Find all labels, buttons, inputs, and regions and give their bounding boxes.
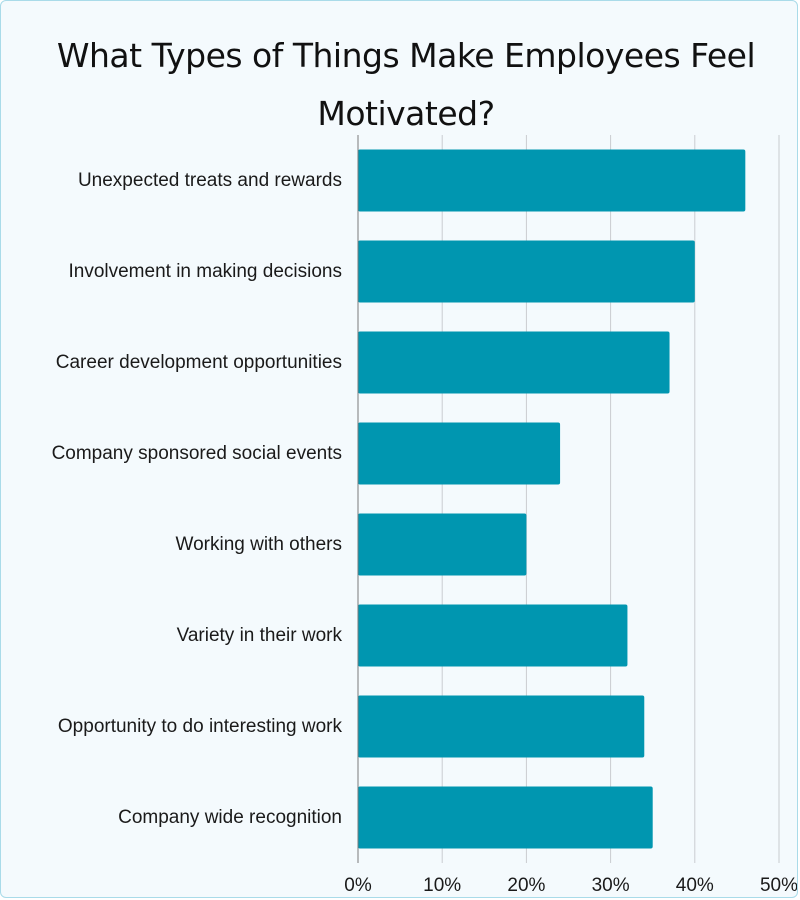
bar-4: [358, 513, 527, 576]
bar-7: [358, 786, 653, 849]
category-label-3: Company sponsored social events: [52, 443, 342, 464]
x-tick-label-1: 10%: [423, 875, 461, 896]
category-label-2: Career development opportunities: [56, 352, 342, 373]
x-tick-label-5: 50%: [760, 875, 798, 896]
bar-0: [358, 149, 746, 212]
category-label-4: Working with others: [176, 534, 343, 555]
category-label-1: Involvement in making decisions: [68, 261, 342, 282]
x-tick-label-2: 20%: [507, 875, 545, 896]
bar-6: [358, 695, 645, 758]
category-label-0: Unexpected treats and rewards: [78, 170, 342, 191]
x-tick-label-4: 40%: [676, 875, 714, 896]
bar-3: [358, 422, 561, 485]
x-tick-label-3: 30%: [592, 875, 630, 896]
bar-1: [358, 240, 695, 303]
category-label-6: Opportunity to do interesting work: [58, 716, 343, 737]
bar-2: [358, 331, 670, 394]
chart-title: What Types of Things Make Employees Feel…: [56, 36, 756, 133]
category-label-7: Company wide recognition: [118, 807, 342, 828]
category-label-5: Variety in their work: [177, 625, 343, 646]
bar-5: [358, 604, 628, 667]
x-tick-label-0: 0%: [344, 875, 372, 896]
